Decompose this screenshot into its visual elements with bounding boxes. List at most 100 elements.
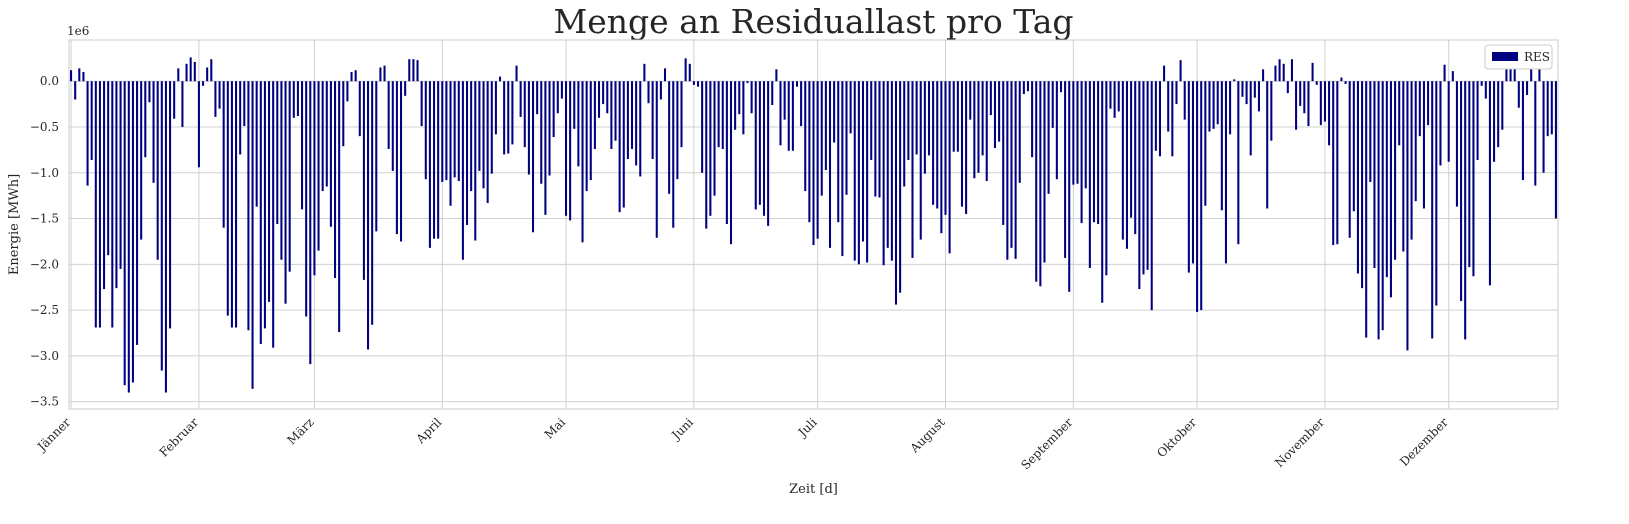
bar-day-63 [325,81,328,187]
bar-day-223 [985,81,988,181]
bar-day-119 [556,81,559,114]
bar-day-100 [478,81,481,171]
bar-day-105 [499,76,502,82]
bar-day-4 [82,72,85,82]
bar-day-181 [812,81,815,246]
bar-day-315 [1365,81,1368,338]
bar-day-134 [618,81,621,213]
bar-day-77 [383,65,386,82]
bar-day-214 [948,81,951,254]
bar-day-39 [226,81,229,316]
bar-day-135 [622,81,625,208]
bar-day-103 [490,81,493,174]
bar-day-349 [1505,60,1508,82]
bar-day-94 [453,81,456,178]
bar-day-243 [1068,81,1071,292]
bar-day-324 [1402,81,1405,252]
bar-day-115 [540,81,543,184]
bar-day-121 [564,81,568,216]
bar-day-239 [1051,81,1054,128]
bar-day-234 [1031,81,1034,158]
x-tick-label: Juni [668,415,696,443]
bar-day-233 [1026,81,1030,92]
bar-day-150 [684,58,687,82]
bar-day-99 [474,81,477,241]
bar-day-353 [1521,81,1524,181]
bar-day-350 [1509,61,1512,82]
bar-day-61 [317,81,320,251]
bar-day-227 [1002,81,1005,225]
bar-day-224 [989,81,992,116]
bar-day-44 [247,81,250,331]
bar-day-215 [952,81,955,152]
bar-day-118 [552,81,555,138]
bar-day-287 [1249,81,1252,156]
bar-day-192 [857,81,860,265]
bar-day-193 [861,81,865,242]
bar-day-83 [408,59,411,82]
bar-day-51 [276,81,279,225]
bar-day-302 [1311,62,1314,82]
bar-day-264 [1154,81,1157,151]
bar-day-141 [647,81,650,104]
bar-day-113 [531,81,535,233]
bar-day-230 [1014,81,1017,259]
bar-day-129 [597,81,601,118]
bar-day-246 [1080,81,1083,224]
bar-day-149 [680,81,683,148]
bar-day-237 [1043,81,1046,263]
bar-day-283 [1233,79,1236,82]
bar-day-147 [672,81,675,228]
bar-day-207 [919,81,922,240]
bar-day-10 [107,81,110,256]
bar-day-360 [1550,81,1553,135]
bar-day-41 [235,81,238,328]
x-tick-label: September [1018,415,1075,472]
bar-day-205 [911,81,914,258]
bar-day-219 [969,81,972,120]
bar-day-326 [1410,81,1413,240]
bar-day-303 [1315,81,1318,85]
bar-day-277 [1208,81,1211,132]
x-tick-label: April [413,415,445,447]
bar-day-201 [894,81,898,305]
bar-day-111 [523,81,526,148]
bar-day-298 [1295,81,1298,130]
bar-day-157 [713,81,716,196]
bar-day-106 [503,81,506,155]
bar-day-3 [78,68,81,82]
bar-day-65 [334,81,337,279]
bar-day-262 [1146,81,1149,270]
bar-day-88 [428,81,431,248]
bar-day-27 [177,68,180,82]
bar-day-284 [1237,81,1240,245]
bar-day-1 [70,70,73,82]
bar-day-297 [1290,59,1293,82]
bar-day-161 [729,81,733,245]
bar-day-213 [944,81,947,215]
bar-day-52 [280,81,283,260]
bar-day-64 [329,81,332,227]
bar-day-251 [1101,81,1104,303]
bar-day-60 [313,81,316,276]
bar-day-146 [668,81,671,194]
bar-day-37 [218,81,221,109]
bar-day-47 [259,81,262,344]
bar-day-57 [301,81,304,210]
bar-day-54 [288,81,291,272]
bar-day-6 [90,81,93,160]
bar-day-42 [239,81,242,155]
bar-day-330 [1427,81,1430,126]
bar-day-128 [593,81,596,149]
bar-day-346 [1493,81,1496,162]
bar-day-21 [152,81,155,183]
bar-day-312 [1352,81,1355,212]
bar-day-91 [441,81,444,182]
bar-day-329 [1422,81,1425,209]
bar-day-282 [1229,81,1232,135]
bar-day-197 [878,81,881,198]
bar-day-347 [1497,81,1500,148]
bar-day-50 [272,81,275,348]
bar-day-15 [127,81,130,393]
